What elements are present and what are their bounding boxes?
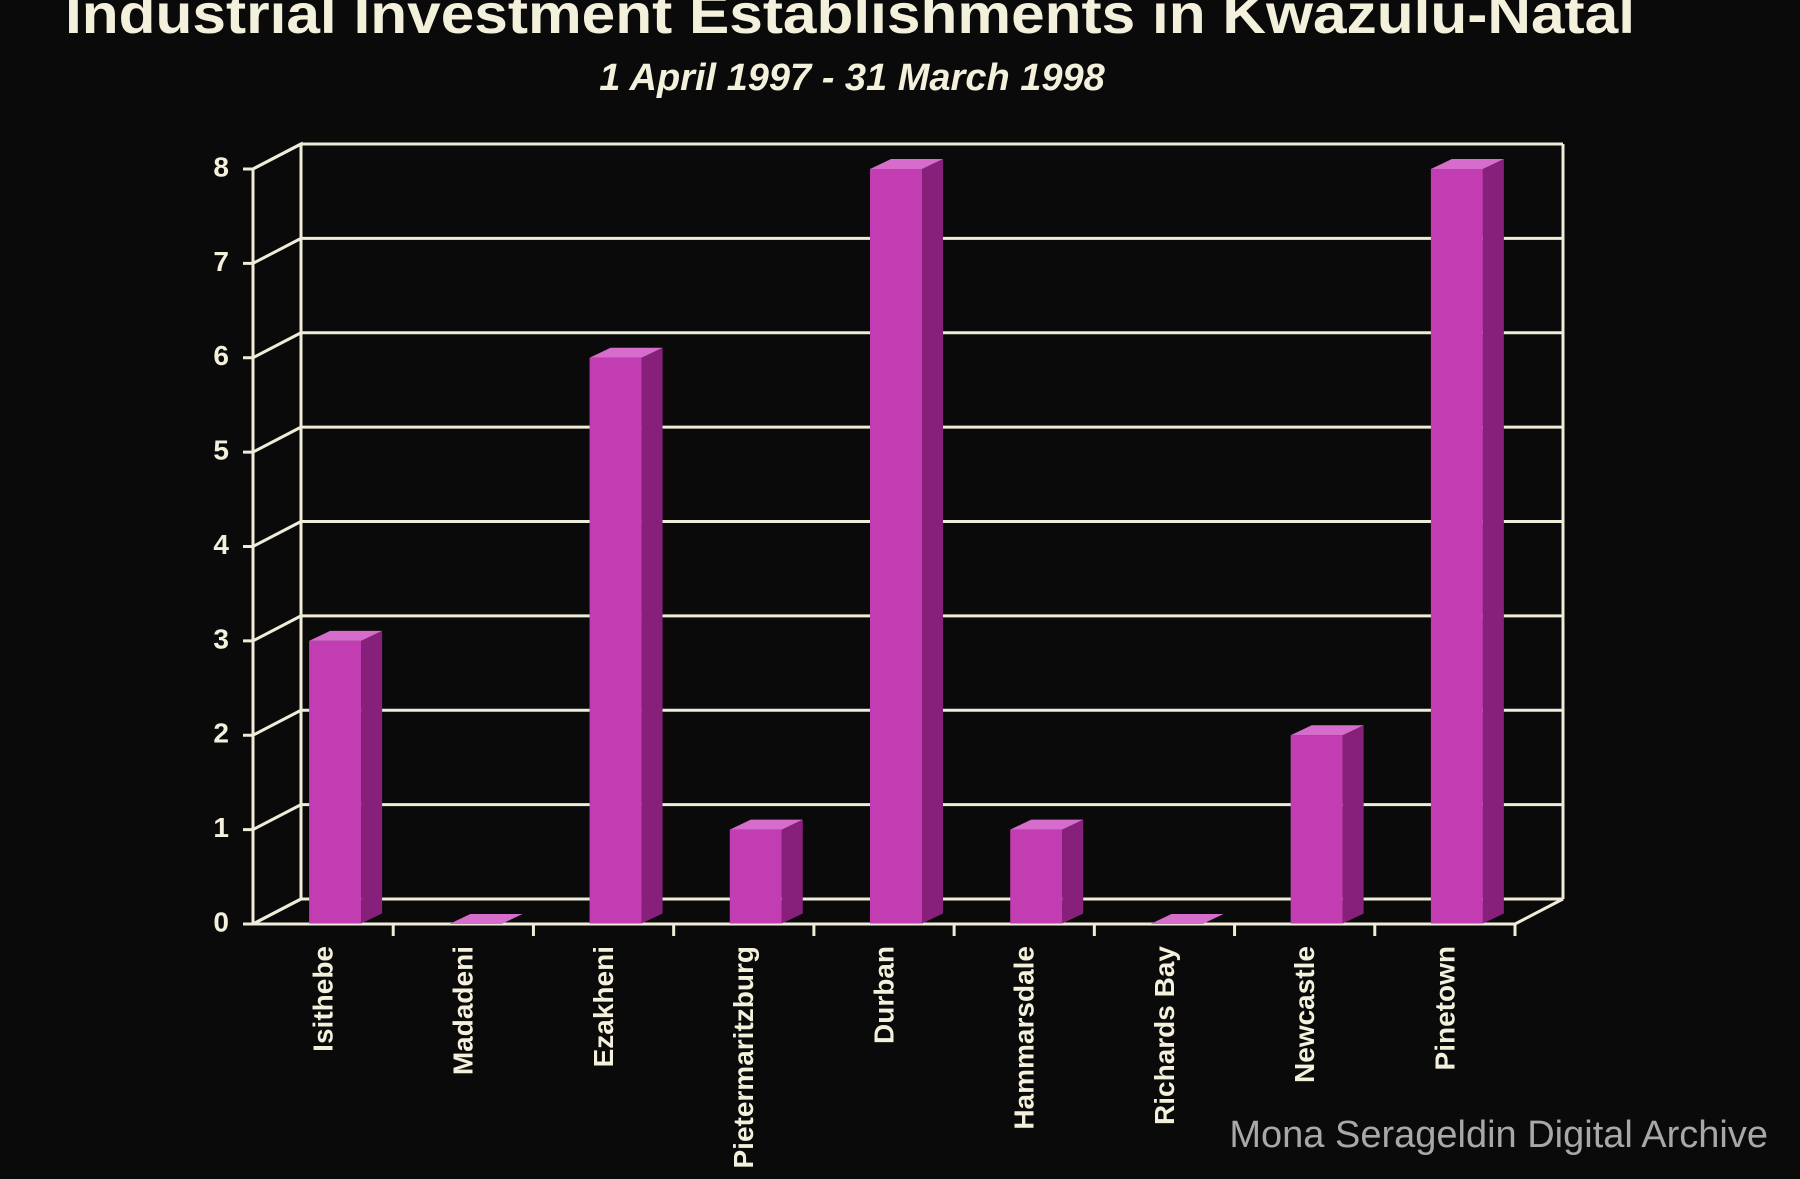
y-tick-label: 6	[213, 340, 229, 371]
bar-top	[589, 347, 663, 358]
grid-line	[252, 142, 302, 171]
bar	[1290, 735, 1343, 924]
y-tick-label: 1	[213, 812, 229, 843]
bar-top	[1290, 725, 1364, 736]
bar-side	[361, 630, 383, 924]
grid-line	[252, 237, 302, 265]
bar-side	[641, 347, 663, 924]
grid-line	[252, 331, 302, 360]
x-tick-label: Isithebe	[308, 946, 339, 1052]
bar	[309, 640, 362, 924]
y-tick-label: 8	[213, 151, 229, 182]
bar-side	[922, 159, 943, 924]
x-tick-label: Ezakheni	[588, 946, 619, 1067]
grid-line	[252, 897, 302, 926]
bar	[1430, 169, 1483, 924]
bar-side	[1342, 725, 1364, 924]
x-tick-label: Pietermaritzburg	[728, 946, 759, 1169]
bar-top	[1150, 914, 1224, 924]
bar-top	[1010, 819, 1084, 830]
grid-line	[252, 425, 302, 454]
x-tick-label: Pinetown	[1429, 946, 1460, 1070]
chart-title: Industrial Investment Establishments in …	[65, 0, 1635, 45]
y-tick-label: 5	[213, 435, 229, 466]
bar	[1010, 829, 1063, 924]
bar-top	[870, 159, 943, 169]
y-tick-label: 0	[213, 906, 229, 937]
y-tick-label: 3	[213, 623, 229, 654]
chart-subtitle: 1 April 1997 - 31 March 1998	[599, 57, 1105, 99]
y-tick-label: 7	[213, 246, 229, 277]
bar-top	[1430, 159, 1504, 169]
bar-side	[781, 819, 803, 924]
x-tick-label: Durban	[868, 946, 899, 1044]
x-tick-label: Hammarsdale	[1009, 946, 1040, 1130]
bar-side	[1482, 159, 1504, 924]
grid-line	[252, 803, 302, 831]
bar	[729, 829, 782, 924]
y-tick-label: 4	[213, 529, 229, 560]
watermark: Mona Serageldin Digital Archive	[1229, 1114, 1768, 1156]
grid-line	[252, 520, 302, 548]
x-tick-label: Madadeni	[448, 946, 479, 1075]
bar-top	[309, 630, 383, 641]
bar-side	[1062, 819, 1084, 924]
grid-line	[252, 708, 302, 737]
x-tick-label: Richards Bay	[1149, 946, 1180, 1125]
bar-top	[729, 819, 803, 830]
bar	[870, 169, 922, 924]
y-tick-label: 2	[213, 718, 229, 749]
bar-top	[449, 914, 523, 924]
x-tick-label: Newcastle	[1289, 946, 1320, 1083]
bar	[589, 357, 642, 924]
grid-line	[252, 614, 302, 643]
